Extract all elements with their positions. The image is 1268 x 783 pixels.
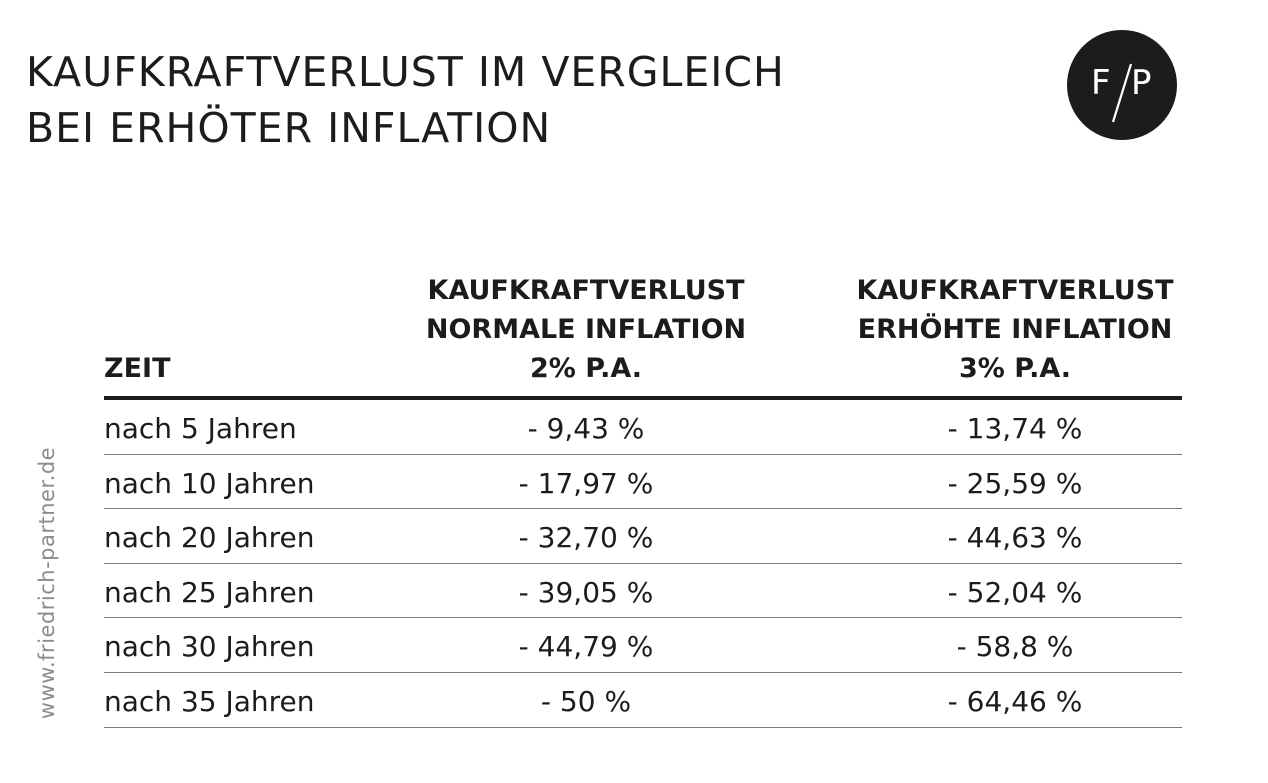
cell-zeit: nach 35 Jahren <box>104 684 315 718</box>
cell-increased: - 58,8 % <box>956 630 1074 664</box>
cell-normal: - 39,05 % <box>518 575 654 609</box>
header-zeit-label: ZEIT <box>104 353 171 384</box>
table-row: nach 20 Jahren - 32,70 % - 44,63 % <box>104 509 1182 564</box>
header-increased-line-3: 3% P.A. <box>959 353 1071 384</box>
table-header: ZEIT KAUFKRAFTVERLUST NORMALE INFLATION … <box>104 275 1182 400</box>
header-normal-line-3: 2% P.A. <box>530 353 642 384</box>
cell-zeit: nach 25 Jahren <box>104 575 315 609</box>
table-row: nach 30 Jahren - 44,79 % - 58,8 % <box>104 618 1182 673</box>
cell-normal: - 9,43 % <box>527 412 645 445</box>
cell-zeit: nach 10 Jahren <box>104 466 315 500</box>
header-increased-inflation: KAUFKRAFTVERLUST ERHÖHTE INFLATION 3% P.… <box>850 271 1180 388</box>
cell-normal: - 44,79 % <box>518 630 654 664</box>
cell-zeit: nach 30 Jahren <box>104 630 315 664</box>
cell-increased: - 64,46 % <box>947 684 1083 718</box>
cell-increased: - 52,04 % <box>947 575 1083 609</box>
title-line-2: BEI ERHÖTER INFLATION <box>26 104 552 152</box>
cell-increased: - 13,74 % <box>947 412 1083 445</box>
header-normal-inflation: KAUFKRAFTVERLUST NORMALE INFLATION 2% P.… <box>404 271 768 388</box>
header-normal-line-2: NORMALE INFLATION <box>425 314 747 345</box>
inflation-comparison-table: ZEIT KAUFKRAFTVERLUST NORMALE INFLATION … <box>104 275 1182 728</box>
header-increased-line-1: KAUFKRAFTVERLUST <box>856 275 1174 306</box>
header-zeit: ZEIT <box>104 349 171 388</box>
cell-increased: - 44,63 % <box>947 521 1083 555</box>
logo-letter-p: P <box>1131 63 1152 103</box>
header-normal-line-1: KAUFKRAFTVERLUST <box>427 275 745 306</box>
friedrich-partner-logo: F P <box>1067 30 1177 140</box>
page-title: KAUFKRAFTVERLUST IM VERGLEICH BEI ERHÖTE… <box>26 44 785 156</box>
cell-normal: - 50 % <box>540 684 632 718</box>
table-row: nach 35 Jahren - 50 % - 64,46 % <box>104 673 1182 728</box>
cell-normal: - 32,70 % <box>518 521 654 555</box>
cell-zeit: nach 20 Jahren <box>104 521 315 555</box>
table-row: nach 5 Jahren - 9,43 % - 13,74 % <box>104 400 1182 455</box>
header-increased-line-2: ERHÖHTE INFLATION <box>857 314 1173 345</box>
table-row: nach 25 Jahren - 39,05 % - 52,04 % <box>104 564 1182 619</box>
title-line-1: KAUFKRAFTVERLUST IM VERGLEICH <box>26 48 785 96</box>
website-url: www.friedrich-partner.de <box>35 446 59 720</box>
cell-increased: - 25,59 % <box>947 466 1083 500</box>
table-row: nach 10 Jahren - 17,97 % - 25,59 % <box>104 455 1182 510</box>
cell-zeit: nach 5 Jahren <box>104 412 297 445</box>
logo-letter-f: F <box>1091 63 1111 103</box>
logo-slash-icon <box>1111 63 1133 123</box>
cell-normal: - 17,97 % <box>518 466 654 500</box>
